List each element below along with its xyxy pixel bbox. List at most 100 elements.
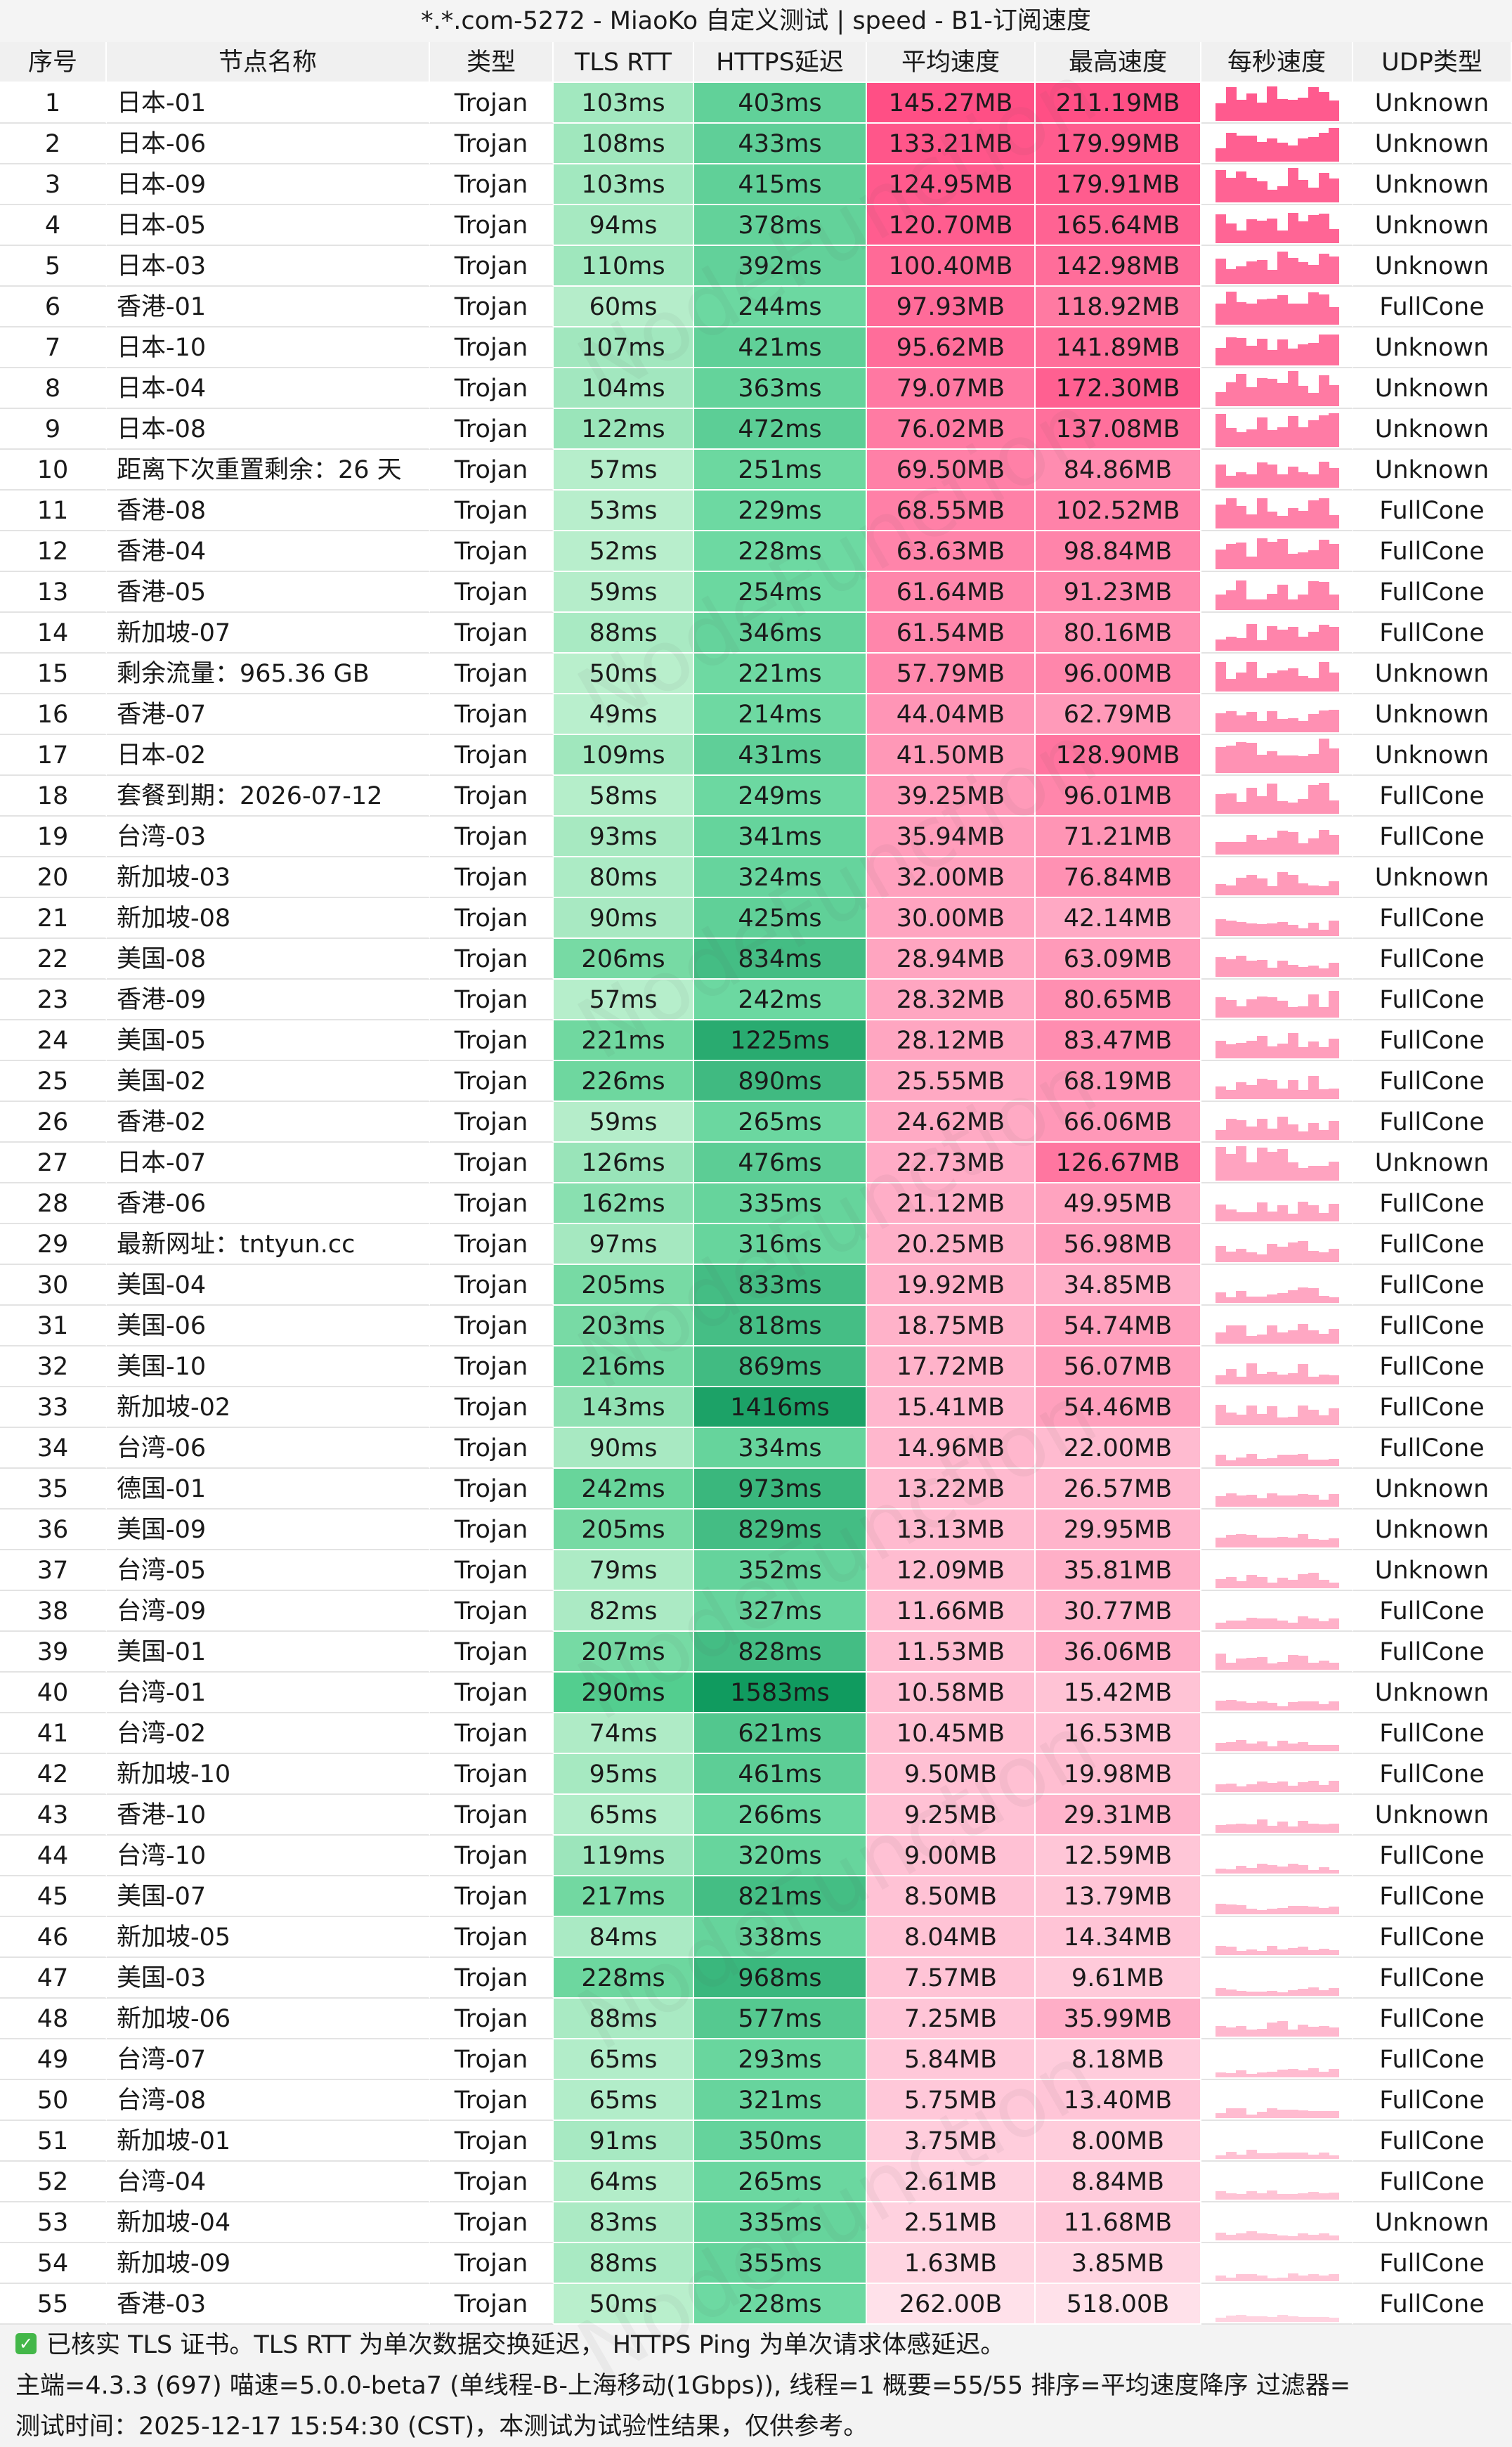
sparkline-bar [1318, 968, 1329, 977]
udp-type: FullCone [1353, 1999, 1512, 2039]
sparkline-bar [1236, 100, 1247, 121]
node-type: Trojan [430, 817, 554, 857]
sparkline-bar [1216, 169, 1227, 202]
sparkline-bar [1308, 885, 1319, 895]
udp-type: FullCone [1353, 1876, 1512, 1917]
sparkline-bar [1277, 230, 1289, 243]
speed-sparkline [1201, 2039, 1353, 2080]
node-type: Trojan [430, 898, 554, 939]
sparkline-bar [1298, 843, 1309, 855]
udp-type: Unknown [1353, 124, 1512, 164]
sparkline-bars [1216, 1390, 1339, 1425]
https-latency: 251ms [694, 450, 867, 491]
sparkline-bar [1267, 269, 1278, 284]
https-latency: 316ms [694, 1224, 867, 1265]
sparkline-bar [1267, 1372, 1278, 1384]
sparkline-bar [1246, 1657, 1258, 1670]
row-index: 10 [0, 450, 107, 491]
node-name: 香港-02 [107, 1102, 430, 1143]
sparkline-bar [1329, 1459, 1339, 1466]
https-latency: 378ms [694, 205, 867, 246]
sparkline-bar [1225, 1209, 1237, 1221]
table-row: 50 台湾-08 Trojan 65ms 321ms 5.75MB 13.40MB FullC… [0, 2080, 1512, 2121]
sparkline-bar [1256, 1701, 1267, 1711]
sparkline-bar [1287, 2030, 1298, 2037]
row-index: 4 [0, 205, 107, 246]
node-type: Trojan [430, 1346, 554, 1387]
node-type: Trojan [430, 1265, 554, 1306]
node-type: Trojan [430, 776, 554, 817]
sparkline-bar [1318, 2026, 1329, 2037]
sparkline-bar [1287, 1214, 1298, 1221]
sparkline-bar [1329, 2155, 1339, 2159]
sparkline-bar [1329, 1494, 1339, 1507]
https-latency: 244ms [694, 287, 867, 327]
tls-rtt: 143ms [554, 1387, 694, 1428]
sparkline-bar [1287, 626, 1298, 651]
sparkline-bar [1225, 1904, 1237, 1914]
node-name: 台湾-08 [107, 2080, 430, 2121]
sparkline-bar [1256, 1458, 1267, 1466]
node-type: Trojan [430, 491, 554, 531]
sparkline-bar [1277, 2110, 1289, 2118]
avg-speed: 61.64MB [867, 572, 1036, 613]
sparkline-bar [1256, 1741, 1267, 1751]
node-type: Trojan [430, 572, 554, 613]
sparkline-bar [1308, 2155, 1319, 2159]
sparkline-bar [1246, 345, 1258, 365]
sparkline-bar [1246, 1575, 1258, 1588]
sparkline-bars [1216, 1105, 1339, 1140]
sparkline-bar [1318, 1295, 1329, 1303]
row-index: 39 [0, 1632, 107, 1673]
row-index: 42 [0, 1754, 107, 1795]
speed-sparkline [1201, 1836, 1353, 1876]
avg-speed: 97.93MB [867, 287, 1036, 327]
table-row: 8 日本-04 Trojan 104ms 363ms 79.07MB 172.30MB Unk… [0, 368, 1512, 409]
sparkline-bar [1246, 1867, 1258, 1874]
sparkline-bar [1267, 1865, 1278, 1874]
sparkline-bar [1256, 1414, 1267, 1425]
table-header: 序号 节点名称 类型 TLS RTT HTTPS延迟 平均速度 最高速度 每秒速度 UDP类型 [0, 42, 1512, 83]
speed-sparkline [1201, 1713, 1353, 1754]
table-row: 4 日本-05 Trojan 94ms 378ms 120.70MB 165.64MB Unk… [0, 205, 1512, 246]
udp-type: FullCone [1353, 1387, 1512, 1428]
sparkline-bar [1267, 783, 1278, 814]
max-speed: 8.00MB [1036, 2121, 1201, 2162]
sparkline-bar [1216, 919, 1227, 936]
sparkline-bar [1277, 474, 1289, 488]
sparkline-bar [1225, 841, 1237, 855]
sparkline-bar [1256, 721, 1267, 732]
https-latency: 228ms [694, 2284, 867, 2325]
sparkline-bar [1236, 1291, 1247, 1303]
sparkline-bar [1318, 1089, 1329, 1099]
sparkline-bar [1256, 1374, 1267, 1384]
table-row: 25 美国-02 Trojan 226ms 890ms 25.55MB 68.19MB Ful… [0, 1061, 1512, 1102]
sparkline-bar [1267, 430, 1278, 447]
max-speed: 96.00MB [1036, 654, 1201, 694]
sparkline-bar [1246, 742, 1258, 773]
sparkline-bar [1267, 1493, 1278, 1507]
sparkline-bar [1308, 1949, 1319, 1955]
sparkline-bar [1287, 1990, 1298, 1996]
node-name: 距离下次重置剩余：26 天 [107, 450, 430, 491]
sparkline-bar [1277, 98, 1289, 121]
sparkline-bar [1246, 93, 1258, 121]
sparkline-bar [1318, 885, 1329, 895]
node-name: 台湾-07 [107, 2039, 430, 2080]
sparkline-bar [1287, 2273, 1298, 2281]
sparkline-bar [1267, 1152, 1278, 1181]
sparkline-bar [1318, 2193, 1329, 2200]
sparkline-bar [1298, 1006, 1309, 1018]
node-type: Trojan [430, 2162, 554, 2202]
https-latency: 221ms [694, 654, 867, 694]
https-latency: 338ms [694, 1917, 867, 1958]
node-type: Trojan [430, 1795, 554, 1836]
col-node-name-header: 节点名称 [107, 42, 430, 83]
https-latency: 346ms [694, 613, 867, 654]
tls-rtt: 88ms [554, 1999, 694, 2039]
node-type: Trojan [430, 1876, 554, 1917]
node-type: Trojan [430, 1428, 554, 1469]
sparkline-bar [1287, 303, 1298, 325]
sparkline-bar [1225, 920, 1237, 936]
